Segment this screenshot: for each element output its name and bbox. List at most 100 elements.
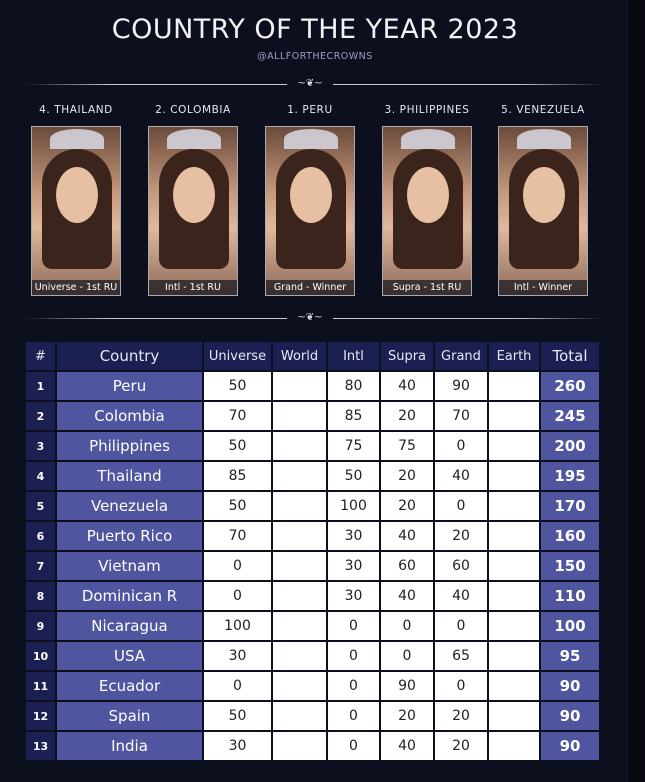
- ornament-icon: ~❦~: [287, 313, 333, 323]
- contestant-photo: Intl - Winner: [498, 126, 588, 296]
- score-cell: 0: [204, 672, 271, 700]
- table-row: 9 Nicaragua 100 0 0 0 100: [26, 612, 599, 640]
- table-row: 1 Peru 50 80 40 90 260: [26, 372, 599, 400]
- card-label: 1. PERU: [287, 104, 333, 116]
- country-cell: Peru: [57, 372, 202, 400]
- face-shape: [407, 167, 449, 223]
- country-cell: India: [57, 732, 202, 760]
- score-cell: 40: [381, 372, 433, 400]
- score-cell: 85: [328, 402, 379, 430]
- table-row: 13 India 30 0 40 20 90: [26, 732, 599, 760]
- score-cell: [273, 432, 326, 460]
- score-cell: [273, 462, 326, 490]
- score-cell: 50: [328, 462, 379, 490]
- score-cell: 0: [435, 492, 487, 520]
- column-header: Earth: [489, 342, 539, 370]
- total-cell: 90: [541, 732, 599, 760]
- rank-cell: 12: [26, 702, 55, 730]
- card-label: 4. THAILAND: [39, 104, 113, 116]
- rank-cell: 2: [26, 402, 55, 430]
- score-cell: [489, 402, 539, 430]
- score-cell: 85: [204, 462, 271, 490]
- table-row: 3 Philippines 50 75 75 0 200: [26, 432, 599, 460]
- country-cell: Puerto Rico: [57, 522, 202, 550]
- score-cell: 50: [204, 432, 271, 460]
- score-cell: 30: [328, 552, 379, 580]
- column-header: Total: [541, 342, 599, 370]
- table-row: 2 Colombia 70 85 20 70 245: [26, 402, 599, 430]
- contestant-photo: Grand - Winner: [265, 126, 355, 296]
- ranking-table: # Country Universe World Intl Supra Grand Earth…: [24, 340, 601, 762]
- score-cell: [273, 522, 326, 550]
- score-cell: [273, 582, 326, 610]
- country-cell: Venezuela: [57, 492, 202, 520]
- score-cell: 0: [328, 702, 379, 730]
- score-cell: 20: [435, 522, 487, 550]
- face-shape: [56, 167, 98, 223]
- country-cell: Dominican R: [57, 582, 202, 610]
- country-cell: Nicaragua: [57, 612, 202, 640]
- score-cell: 20: [381, 702, 433, 730]
- score-cell: [273, 372, 326, 400]
- crown-icon: [401, 129, 455, 149]
- score-cell: [489, 522, 539, 550]
- total-cell: 200: [541, 432, 599, 460]
- total-cell: 110: [541, 582, 599, 610]
- rank-cell: 1: [26, 372, 55, 400]
- country-cell: USA: [57, 642, 202, 670]
- score-cell: [489, 492, 539, 520]
- score-cell: 40: [435, 582, 487, 610]
- face-shape: [290, 167, 332, 223]
- score-cell: 0: [328, 672, 379, 700]
- score-cell: 100: [328, 492, 379, 520]
- country-cell: Colombia: [57, 402, 202, 430]
- score-cell: 20: [381, 492, 433, 520]
- score-cell: 0: [328, 612, 379, 640]
- score-cell: [273, 492, 326, 520]
- score-cell: [489, 732, 539, 760]
- rank-cell: 4: [26, 462, 55, 490]
- card-caption: Universe - 1st RU: [32, 280, 120, 295]
- total-cell: 160: [541, 522, 599, 550]
- social-handle: @ALLFORTHECROWNS: [257, 51, 373, 62]
- rank-cell: 10: [26, 642, 55, 670]
- score-cell: 20: [381, 462, 433, 490]
- score-cell: [273, 552, 326, 580]
- score-cell: 75: [381, 432, 433, 460]
- score-cell: 30: [328, 582, 379, 610]
- score-cell: [273, 732, 326, 760]
- contestant-card: 5. VENEZUELA Intl - Winner: [488, 104, 598, 296]
- table-row: 10 USA 30 0 0 65 95: [26, 642, 599, 670]
- face-shape: [523, 167, 565, 223]
- contestant-card: 4. THAILAND Universe - 1st RU: [21, 104, 131, 296]
- score-cell: [273, 402, 326, 430]
- score-cell: 20: [435, 732, 487, 760]
- score-cell: 70: [204, 522, 271, 550]
- rank-cell: 7: [26, 552, 55, 580]
- column-header: Intl: [328, 342, 379, 370]
- crown-icon: [517, 129, 571, 149]
- score-cell: 100: [204, 612, 271, 640]
- score-cell: 30: [328, 522, 379, 550]
- page-title: COUNTRY OF THE YEAR 2023: [111, 14, 519, 45]
- score-cell: 30: [204, 732, 271, 760]
- table-row: 11 Ecuador 0 0 90 0 90: [26, 672, 599, 700]
- score-cell: 75: [328, 432, 379, 460]
- score-cell: 70: [204, 402, 271, 430]
- card-caption: Intl - 1st RU: [149, 280, 237, 295]
- table-row: 12 Spain 50 0 20 20 90: [26, 702, 599, 730]
- ornament-icon: ~❦~: [287, 79, 333, 89]
- rank-cell: 8: [26, 582, 55, 610]
- score-cell: [273, 702, 326, 730]
- rank-cell: 13: [26, 732, 55, 760]
- column-header: World: [273, 342, 326, 370]
- table-row: 7 Vietnam 0 30 60 60 150: [26, 552, 599, 580]
- score-cell: 0: [204, 582, 271, 610]
- score-cell: 20: [381, 402, 433, 430]
- score-cell: [489, 552, 539, 580]
- contestant-photo: Universe - 1st RU: [31, 126, 121, 296]
- total-cell: 100: [541, 612, 599, 640]
- column-header: #: [26, 342, 55, 370]
- score-cell: 80: [328, 372, 379, 400]
- card-caption: Grand - Winner: [266, 280, 354, 295]
